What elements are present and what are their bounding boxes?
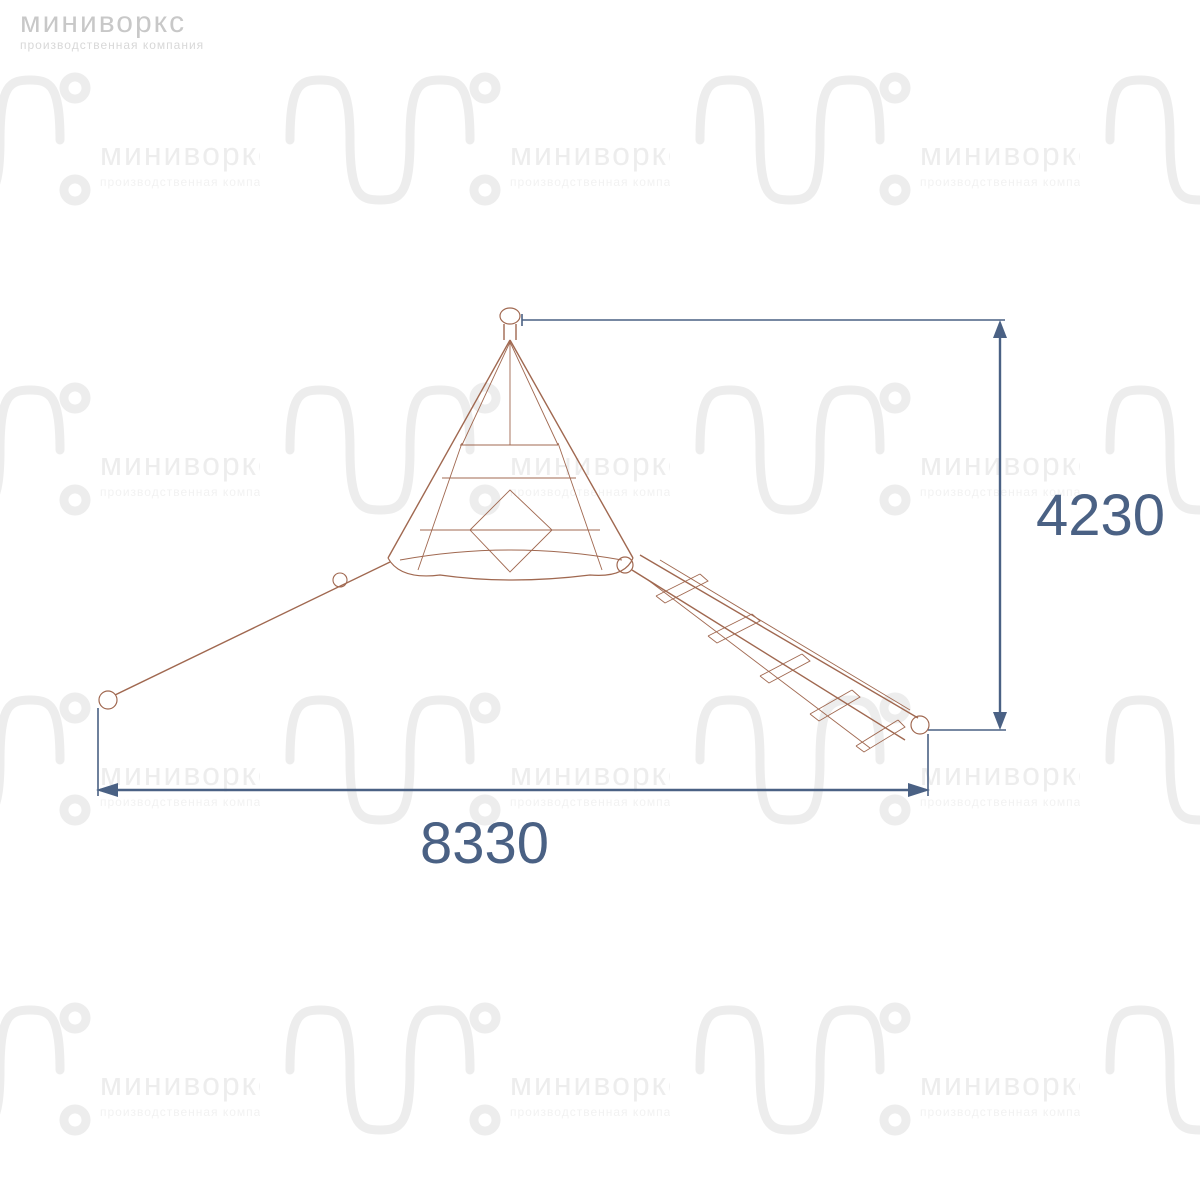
dimension-lines [96, 314, 1007, 797]
dimension-width-label: 8330 [420, 810, 549, 877]
drawing-canvas: миниворкс производственная компания [0, 0, 1200, 1200]
product-wireframe [99, 308, 929, 752]
corner-brand: миниворкс производственная компания [20, 6, 204, 52]
dimension-height-label: 4230 [1036, 482, 1165, 549]
technical-drawing [0, 0, 1200, 1200]
corner-brand-subtitle: производственная компания [20, 38, 204, 52]
corner-brand-title: миниворкс [20, 6, 204, 40]
